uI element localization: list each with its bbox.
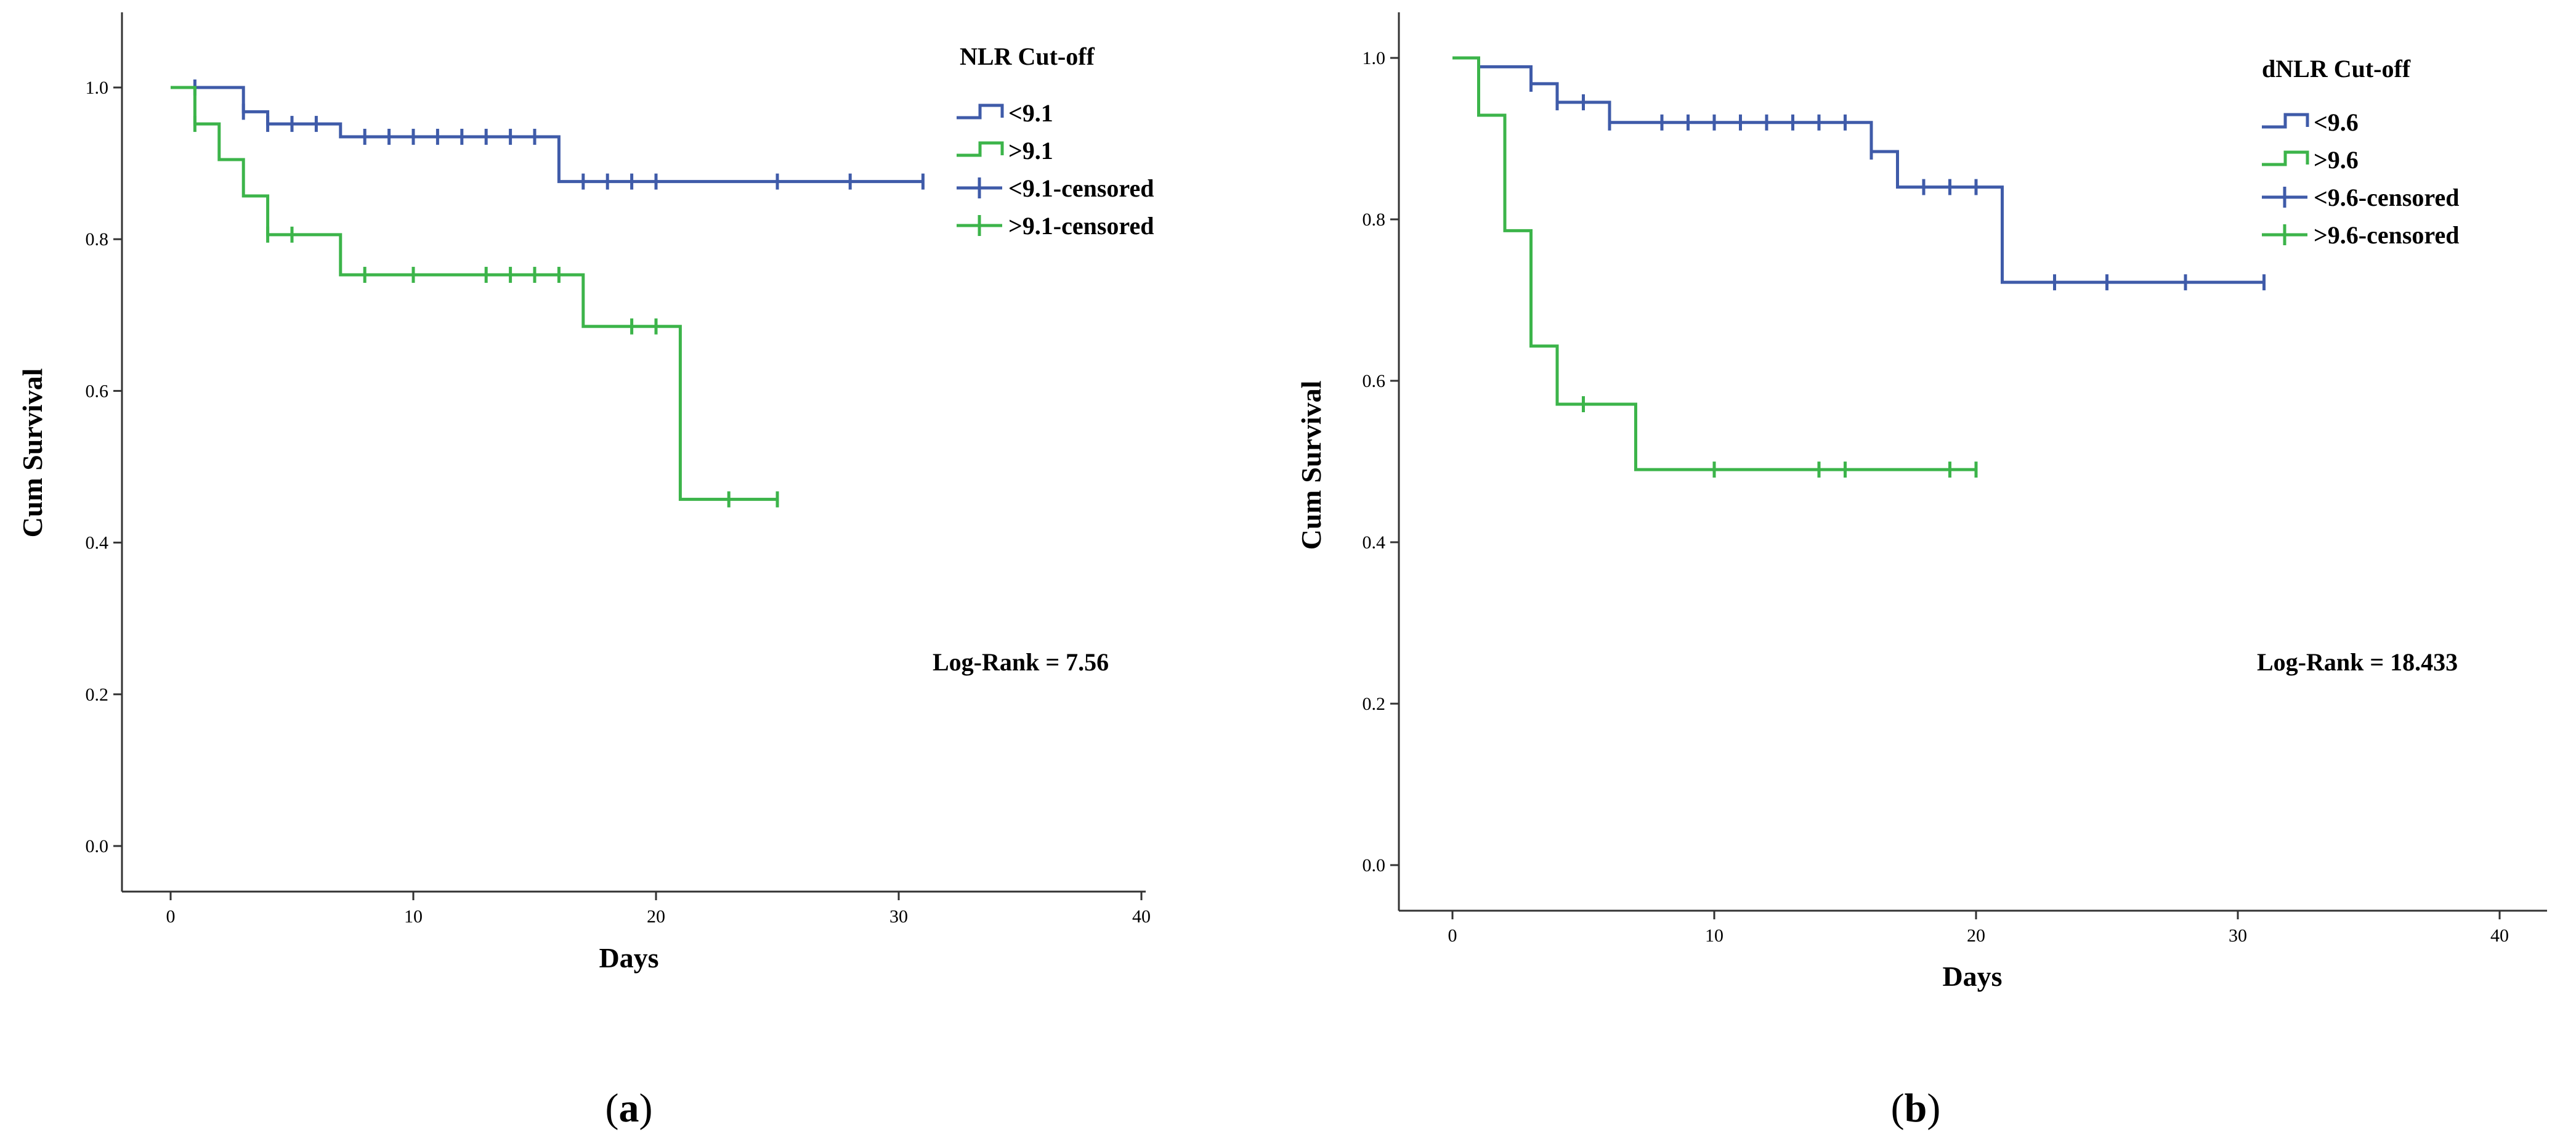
x-tick-label: 20	[647, 906, 665, 927]
panel-b: 0 10 20 30 40 0.0 0.2 0.4 0.6 0.8 1.0 Cum Survival…	[1295, 12, 2547, 1131]
x-tick-label: 0	[1448, 925, 1457, 946]
y-tick-label: 1.0	[1363, 48, 1386, 68]
axis-ticks: 0 10 20 30 40 0.0 0.2 0.4 0.6 0.8 1.0	[86, 78, 1151, 927]
legend-item: <9.1	[957, 99, 1053, 127]
x-tick-label: 10	[1705, 925, 1723, 946]
legend-label: >9.1	[1008, 137, 1053, 165]
plot-area	[171, 79, 925, 508]
legend-swatch-step	[2262, 113, 2309, 129]
y-tick-label: 0.0	[86, 836, 109, 856]
legend: dNLR Cut-off <9.6 >9.6 <9.6-censored >9.6-c…	[2262, 55, 2459, 249]
y-tick-label: 0.6	[86, 381, 109, 401]
legend-label: <9.1	[1008, 99, 1053, 127]
x-tick-label: 30	[889, 906, 908, 927]
axes-frame	[121, 12, 1146, 893]
legend-item: <9.6	[2262, 108, 2359, 136]
legend-item: <9.6-censored	[2262, 184, 2459, 211]
y-axis-label: Cum Survival	[17, 368, 48, 538]
legend-swatch-step	[957, 104, 1004, 120]
legend-item: <9.1-censored	[957, 174, 1154, 202]
legend-item: >9.6	[2262, 146, 2359, 174]
survival-curve-series-1	[171, 86, 923, 184]
caption-letter: a	[619, 1086, 639, 1131]
panel-caption: (b)	[1891, 1086, 1941, 1131]
legend-label: <9.6	[2314, 108, 2359, 136]
axes-frame	[1398, 12, 2547, 912]
log-rank-statistic: Log-Rank = 7.56	[933, 648, 1109, 676]
legend-item: >9.6-censored	[2262, 221, 2459, 249]
legend-swatch-step	[957, 141, 1004, 157]
legend-label: >9.6-censored	[2314, 221, 2459, 249]
y-tick-label: 0.0	[1363, 855, 1386, 876]
survival-curve-series-2	[171, 86, 777, 501]
legend-item: >9.1	[957, 137, 1053, 165]
legend-title: NLR Cut-off	[960, 43, 1095, 70]
legend: NLR Cut-off <9.1 >9.1 <9.1-censored >9.1-ce…	[957, 43, 1154, 240]
log-rank-statistic: Log-Rank = 18.433	[2257, 648, 2458, 676]
legend-label: <9.6-censored	[2314, 184, 2459, 211]
y-tick-label: 0.4	[1363, 532, 1386, 553]
legend-item: >9.1-censored	[957, 212, 1154, 240]
legend-label: >9.1-censored	[1008, 212, 1154, 240]
plot-area	[1452, 56, 2266, 478]
legend-label: >9.6	[2314, 146, 2359, 174]
legend-label: <9.1-censored	[1008, 174, 1154, 202]
x-tick-label: 20	[1967, 925, 1985, 946]
x-tick-label: 40	[1132, 906, 1151, 927]
y-tick-label: 0.2	[86, 685, 109, 705]
axis-ticks: 0 10 20 30 40 0.0 0.2 0.4 0.6 0.8 1.0	[1363, 48, 2509, 946]
x-axis-label: Days	[1942, 961, 2002, 992]
y-tick-label: 1.0	[86, 78, 109, 98]
y-tick-label: 0.2	[1363, 694, 1386, 714]
y-tick-label: 0.8	[1363, 209, 1386, 230]
legend-title: dNLR Cut-off	[2262, 55, 2411, 83]
panel-a: 0 10 20 30 40 0.0 0.2 0.4 0.6 0.8 1.0 Cum Survival…	[17, 12, 1154, 1131]
x-tick-label: 40	[2490, 925, 2509, 946]
y-tick-label: 0.4	[86, 533, 109, 553]
survival-curve-series-1	[1452, 56, 2264, 284]
legend-swatch-step	[2262, 150, 2309, 166]
x-tick-label: 0	[166, 906, 176, 927]
caption-letter: b	[1905, 1086, 1927, 1131]
x-tick-label: 10	[404, 906, 423, 927]
survival-curve-series-2	[1452, 56, 1976, 471]
y-axis-label: Cum Survival	[1295, 381, 1327, 550]
y-tick-label: 0.8	[86, 229, 109, 250]
x-tick-label: 30	[2229, 925, 2247, 946]
x-axis-label: Days	[599, 942, 658, 974]
panel-caption: (a)	[606, 1086, 653, 1131]
y-tick-label: 0.6	[1363, 371, 1386, 391]
